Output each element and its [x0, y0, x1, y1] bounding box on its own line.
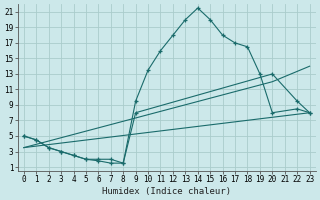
X-axis label: Humidex (Indice chaleur): Humidex (Indice chaleur): [102, 187, 231, 196]
